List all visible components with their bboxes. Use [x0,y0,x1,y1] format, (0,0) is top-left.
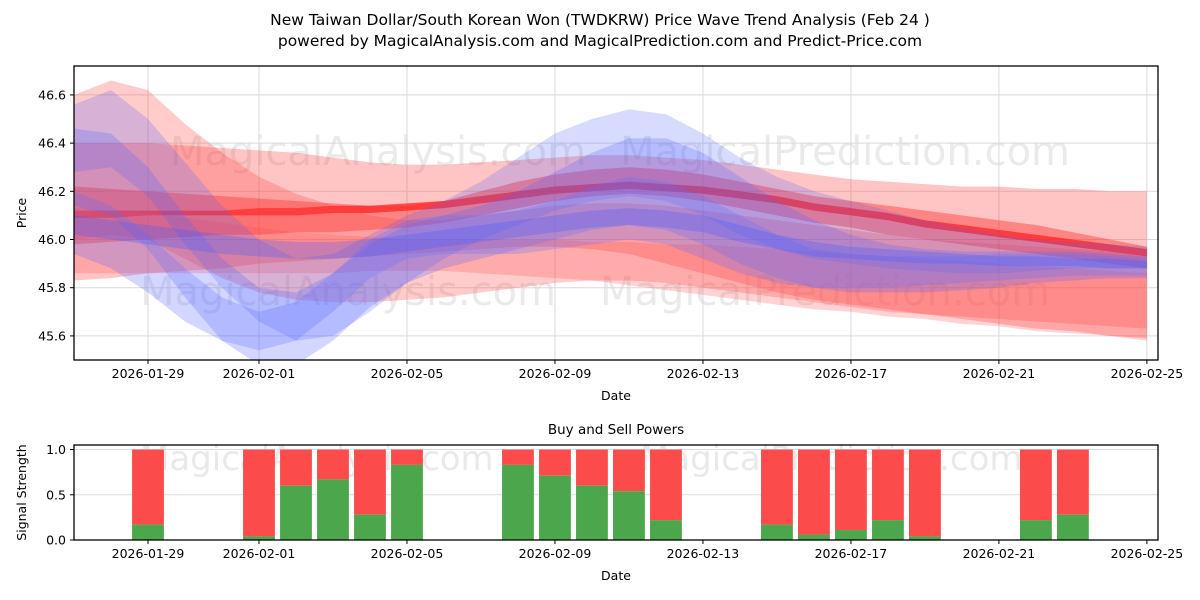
bar-sell[interactable] [243,449,275,537]
bar-sell[interactable] [798,449,830,535]
y-tick-label: 46.4 [38,136,66,151]
bar-sell[interactable] [354,449,386,515]
y-tick-label: 45.8 [38,280,66,295]
title-block: New Taiwan Dollar/South Korean Won (TWDK… [0,10,1200,52]
wave-bands [74,80,1147,360]
x-tick-label: 2026-02-17 [815,546,888,561]
x-tick-label: 2026-02-17 [815,366,888,381]
wave-band-blue-band-4-right [74,208,1147,269]
bar-buy[interactable] [391,464,423,540]
y-tick-label: 45.6 [38,328,66,343]
y-tick-label: 46.2 [38,184,66,199]
bar-buy[interactable] [650,520,682,540]
y-axis-label: Price [14,197,29,228]
bar-buy[interactable] [132,524,164,540]
price-chart-panel: MagicalAnalysis.com MagicalPrediction.com… [14,65,1184,403]
bar-buy[interactable] [354,514,386,540]
x-tick-label: 2026-02-09 [519,366,592,381]
watermark-text: MagicalPrediction.com [600,269,1050,315]
bar-buy[interactable] [317,479,349,540]
x-axis-label: Date [601,568,631,583]
bar-buy[interactable] [502,464,534,540]
bar-buy[interactable] [539,475,571,540]
bar-buy[interactable] [872,520,904,540]
bar-sell[interactable] [909,449,941,537]
bar-buy[interactable] [798,534,830,540]
panel-title: Buy and Sell Powers [548,422,684,438]
x-tick-label: 2026-02-13 [667,366,740,381]
x-tick-label: 2026-02-05 [371,366,444,381]
bar-sell[interactable] [1057,449,1089,515]
bar-buy[interactable] [243,536,275,540]
bar-sell[interactable] [872,449,904,521]
wave-band-red-band-1 [74,143,1147,339]
wave-band-red-spike-left [74,80,1147,329]
plot-frame [73,65,1159,361]
y-tick-label: 0.5 [46,487,66,502]
signal-bars [132,449,1089,540]
page-title: New Taiwan Dollar/South Korean Won (TWDK… [270,11,930,29]
wave-band-blue-band-1 [74,90,1147,341]
x-tick-label: 2026-02-01 [223,366,296,381]
bar-buy[interactable] [835,530,867,540]
x-tick-label: 2026-02-01 [223,546,296,561]
bar-sell[interactable] [650,449,682,521]
plot-frame [73,444,1159,541]
bar-sell[interactable] [502,449,534,465]
watermark-text: MagicalAnalysis.com [140,269,556,315]
y-tick-label: 46.6 [38,87,66,102]
bar-buy[interactable] [909,536,941,540]
bar-sell[interactable] [539,449,571,476]
bar-buy[interactable] [280,485,312,540]
y-tick-label: 46.0 [38,232,66,247]
bar-sell[interactable] [1020,449,1052,521]
y-axis-label: Signal Strength [14,444,29,540]
wave-band-red-band-4-lower [74,208,1147,341]
x-tick-label: 2026-02-13 [667,546,740,561]
page-subtitle: powered by MagicalAnalysis.com and Magic… [277,32,923,50]
bar-sell[interactable] [835,449,867,531]
x-axis-label: Date [601,388,631,403]
x-tick-label: 2026-02-21 [963,366,1036,381]
bar-sell[interactable] [280,449,312,486]
watermark-text: MagicalPrediction.com [640,439,1023,479]
x-tick-label: 2026-01-29 [112,366,185,381]
x-tick-label: 2026-02-25 [1111,366,1184,381]
bar-sell[interactable] [132,449,164,525]
bar-buy[interactable] [1020,520,1052,540]
x-tick-label: 2026-02-09 [519,546,592,561]
x-tick-label: 2026-02-21 [963,546,1036,561]
bar-buy[interactable] [576,485,608,540]
bar-buy[interactable] [613,491,645,540]
bar-buy[interactable] [1057,514,1089,540]
bar-sell[interactable] [576,449,608,486]
watermark-text: MagicalAnalysis.com [170,129,586,175]
x-tick-label: 2026-01-29 [112,546,185,561]
y-tick-label: 1.0 [46,442,66,457]
bar-sell[interactable] [317,449,349,480]
bar-sell[interactable] [613,449,645,492]
x-tick-label: 2026-02-25 [1111,546,1184,561]
wave-band-blue-band-3 [74,176,1147,351]
bar-sell[interactable] [761,449,793,525]
watermark-text: MagicalAnalysis.com [140,439,494,479]
bar-buy[interactable] [761,524,793,540]
bar-sell[interactable] [391,449,423,465]
wave-band-blue-band-2 [74,128,1147,360]
y-tick-label: 0.0 [46,533,66,548]
x-tick-label: 2026-02-05 [371,546,444,561]
signal-chart-panel: MagicalAnalysis.com MagicalPrediction.com… [14,422,1183,583]
watermark-text: MagicalPrediction.com [620,129,1070,175]
